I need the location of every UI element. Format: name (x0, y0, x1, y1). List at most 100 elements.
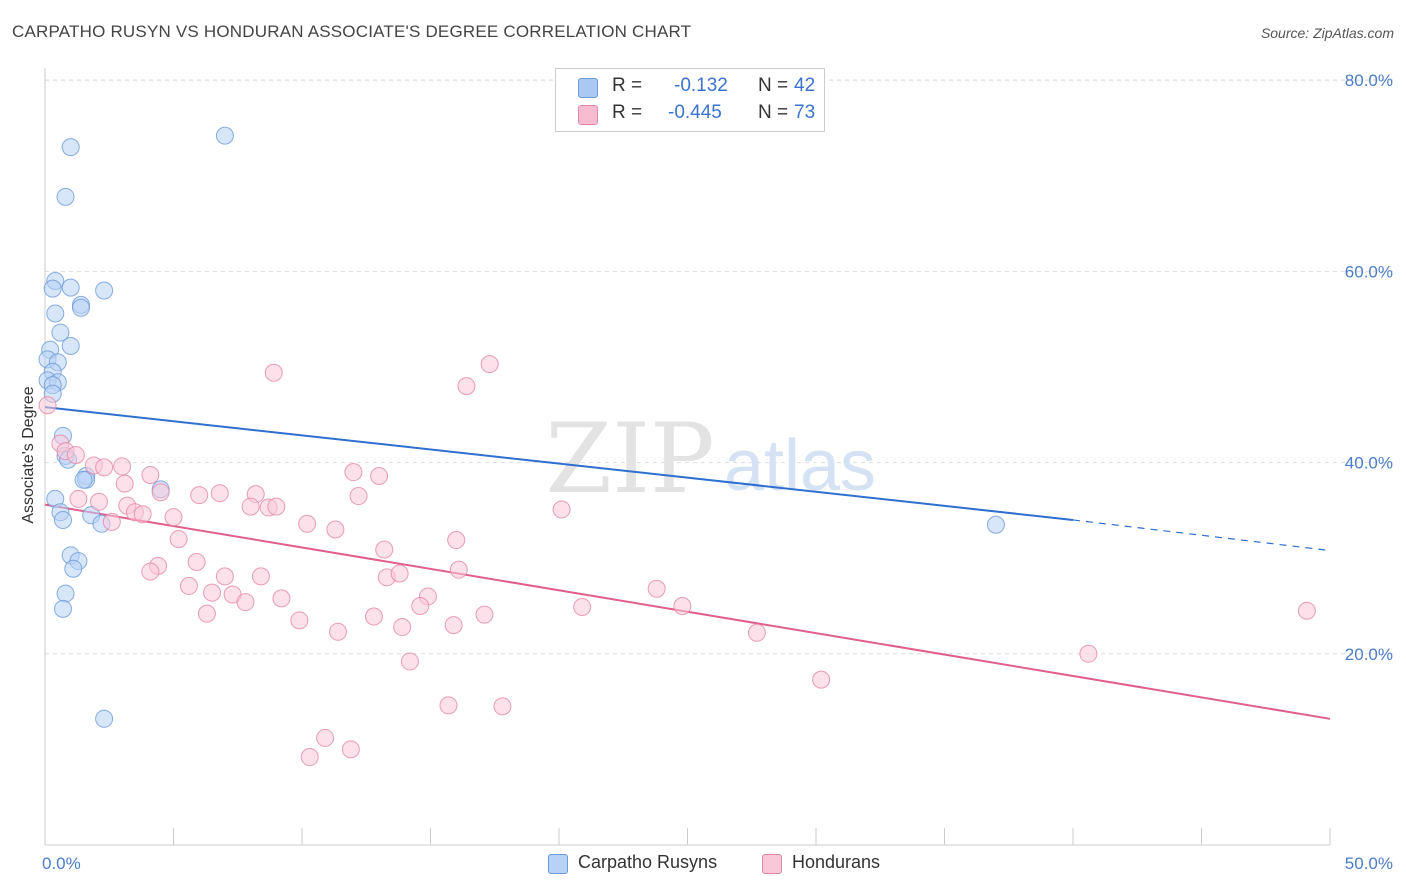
point-honduran (151, 483, 170, 502)
chart-title: CARPATHO RUSYN VS HONDURAN ASSOCIATE'S D… (12, 22, 692, 41)
point-honduran (552, 500, 571, 519)
point-honduran (102, 512, 121, 531)
legend-r-value: -0.445 (668, 102, 722, 123)
point-honduran (375, 540, 394, 559)
point-honduran (447, 531, 466, 550)
point-carpatho-rusyn (95, 709, 114, 728)
point-carpatho-rusyn (46, 304, 65, 323)
point-honduran (241, 497, 260, 516)
point-honduran (673, 597, 692, 615)
point-honduran (69, 489, 88, 508)
point-honduran (747, 623, 766, 642)
grid-lines (45, 79, 1393, 655)
tick-labels: 20.0% 40.0% 60.0% 80.0% 0.0% 50.0% (42, 71, 1393, 873)
point-honduran (267, 497, 286, 516)
x-tick-label: 0.0% (42, 854, 81, 873)
legend-label: Carpatho Rusyns (578, 852, 718, 872)
point-carpatho-rusyn (43, 279, 62, 298)
legend-n-value: 73 (794, 102, 816, 123)
point-honduran (349, 487, 368, 506)
point-honduran (647, 579, 666, 598)
legend-r-value: -0.132 (674, 75, 728, 96)
point-honduran (344, 463, 363, 482)
y-tick-label: 20.0% (1345, 645, 1393, 664)
point-honduran (141, 466, 160, 485)
point-honduran (251, 567, 270, 586)
legend-r-label: R = (612, 102, 643, 123)
point-honduran (264, 363, 283, 382)
point-honduran (390, 564, 409, 583)
watermark: ZIP atlas (545, 403, 876, 515)
point-honduran (236, 593, 255, 612)
point-honduran (113, 457, 132, 476)
point-honduran (1079, 644, 1098, 663)
point-carpatho-rusyn (61, 138, 80, 157)
point-carpatho-rusyn (61, 336, 80, 355)
point-honduran (393, 618, 412, 637)
point-honduran (215, 567, 234, 586)
point-carpatho-rusyn (215, 126, 234, 145)
source-label: Source: ZipAtlas.com (1260, 25, 1394, 41)
point-honduran (290, 611, 309, 630)
point-carpatho-rusyn (56, 187, 75, 206)
legend-swatch (762, 854, 782, 874)
legend-n-label: N = (758, 102, 789, 123)
point-honduran (341, 740, 360, 759)
point-honduran (89, 492, 108, 511)
point-honduran (187, 553, 206, 572)
point-carpatho-rusyn (95, 281, 114, 300)
point-honduran (210, 484, 229, 503)
point-honduran (493, 697, 512, 716)
point-honduran (141, 562, 160, 581)
point-honduran (449, 560, 468, 579)
point-honduran (457, 377, 476, 396)
trend-line-carpatho-extension (1072, 519, 1331, 552)
legend-swatch-honduran (578, 105, 598, 125)
watermark-zip: ZIP (545, 403, 714, 515)
legend-n-value: 42 (794, 75, 816, 96)
point-carpatho-rusyn (61, 278, 80, 297)
legend-label: Hondurans (792, 852, 881, 872)
point-honduran (38, 396, 57, 415)
point-honduran (66, 445, 85, 464)
point-honduran (411, 597, 430, 615)
point-carpatho-rusyn (74, 470, 93, 489)
correlation-legend: R = -0.132 N = 42 R = -0.445 N = 73 (555, 68, 825, 132)
point-honduran (364, 607, 383, 626)
point-carpatho-rusyn (53, 599, 72, 618)
point-honduran (326, 520, 345, 539)
point-honduran (316, 728, 335, 747)
legend-n-label: N = (758, 75, 789, 96)
point-carpatho-rusyn (53, 510, 72, 529)
point-honduran (573, 597, 592, 616)
axes (44, 68, 1331, 846)
legend-swatch (548, 854, 568, 874)
point-honduran (444, 616, 463, 635)
legend-r-label: R = (612, 75, 643, 96)
point-honduran (475, 605, 494, 624)
point-honduran (169, 530, 188, 549)
y-tick-label: 80.0% (1345, 71, 1393, 90)
point-honduran (300, 748, 319, 767)
point-honduran (133, 505, 152, 524)
point-honduran (164, 508, 183, 527)
data-points (38, 126, 1316, 767)
point-honduran (298, 514, 317, 533)
point-honduran (812, 670, 831, 689)
point-honduran (480, 355, 499, 374)
point-honduran (190, 486, 209, 505)
point-honduran (197, 604, 216, 623)
trend-line-carpatho (44, 406, 1074, 521)
point-carpatho-rusyn (71, 298, 90, 317)
point-honduran (328, 622, 347, 641)
point-carpatho-rusyn (51, 323, 70, 342)
point-honduran (400, 652, 419, 671)
y-tick-label: 40.0% (1345, 454, 1393, 473)
y-tick-label: 60.0% (1345, 262, 1393, 281)
watermark-atlas: atlas (724, 426, 876, 506)
point-carpatho-rusyn (64, 559, 83, 578)
point-honduran (272, 589, 291, 608)
point-honduran (1297, 601, 1316, 620)
point-honduran (115, 474, 134, 493)
